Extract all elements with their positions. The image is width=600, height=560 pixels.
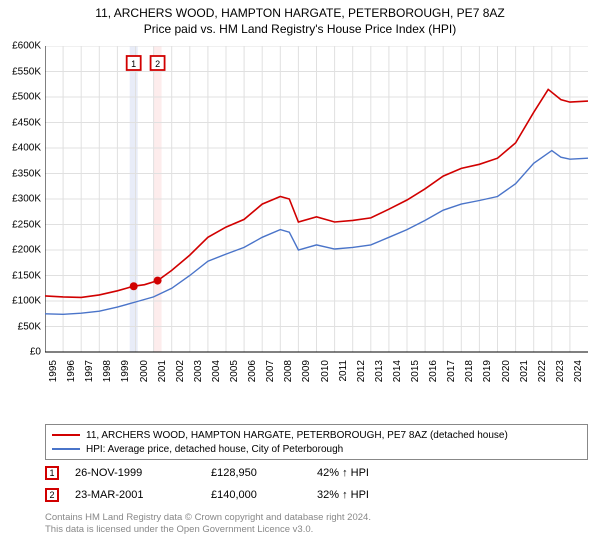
x-tick-label: 2018 — [464, 360, 475, 382]
sale-marker-2: 2 — [45, 488, 59, 502]
x-tick-label: 2002 — [175, 360, 186, 382]
x-tick-label: 2007 — [265, 360, 276, 382]
legend-row-hpi: HPI: Average price, detached house, City… — [52, 442, 581, 456]
y-tick-label: £500K — [12, 92, 41, 103]
legend-label-property: 11, ARCHERS WOOD, HAMPTON HARGATE, PETER… — [86, 430, 508, 441]
x-tick-label: 2003 — [193, 360, 204, 382]
y-tick-label: £400K — [12, 143, 41, 154]
title-sub: Price paid vs. HM Land Registry's House … — [0, 22, 600, 36]
sales-block: 1 26-NOV-1999 £128,950 42% ↑ HPI 2 23-MA… — [45, 462, 588, 506]
y-tick-label: £550K — [12, 66, 41, 77]
sale-hpi-2: 32% ↑ HPI — [317, 489, 437, 501]
sale-row-1: 1 26-NOV-1999 £128,950 42% ↑ HPI — [45, 462, 588, 484]
y-tick-label: £150K — [12, 270, 41, 281]
x-tick-label: 2006 — [247, 360, 258, 382]
x-tick-label: 1998 — [102, 360, 113, 382]
sale-price-2: £140,000 — [211, 489, 311, 501]
sale-date-1: 26-NOV-1999 — [75, 467, 205, 479]
y-tick-label: £450K — [12, 117, 41, 128]
x-tick-label: 2019 — [482, 360, 493, 382]
x-tick-label: 2020 — [501, 360, 512, 382]
copyright-line1: Contains HM Land Registry data © Crown c… — [45, 512, 588, 524]
y-tick-label: £100K — [12, 296, 41, 307]
title-block: 11, ARCHERS WOOD, HAMPTON HARGATE, PETER… — [0, 0, 600, 38]
x-tick-label: 2017 — [446, 360, 457, 382]
legend-swatch-hpi — [52, 448, 80, 450]
y-tick-label: £50K — [18, 321, 41, 332]
title-main: 11, ARCHERS WOOD, HAMPTON HARGATE, PETER… — [0, 6, 600, 20]
chart-area: 12 £0£50K£100K£150K£200K£250K£300K£350K£… — [45, 46, 588, 386]
x-tick-label: 2000 — [139, 360, 150, 382]
x-tick-label: 2016 — [428, 360, 439, 382]
copyright-block: Contains HM Land Registry data © Crown c… — [45, 512, 588, 537]
x-tick-label: 2009 — [301, 360, 312, 382]
x-tick-label: 1997 — [84, 360, 95, 382]
sale-num-1: 1 — [49, 468, 54, 478]
x-tick-label: 1999 — [120, 360, 131, 382]
x-tick-label: 2024 — [573, 360, 584, 382]
sale-marker-1: 1 — [45, 466, 59, 480]
x-tick-label: 2023 — [555, 360, 566, 382]
x-tick-label: 2005 — [229, 360, 240, 382]
sale-date-2: 23-MAR-2001 — [75, 489, 205, 501]
svg-text:1: 1 — [131, 59, 136, 69]
x-tick-label: 1995 — [48, 360, 59, 382]
x-tick-label: 2012 — [356, 360, 367, 382]
x-tick-label: 2021 — [519, 360, 530, 382]
copyright-line2: This data is licensed under the Open Gov… — [45, 524, 588, 536]
x-tick-label: 2022 — [537, 360, 548, 382]
x-tick-label: 2015 — [410, 360, 421, 382]
x-tick-label: 2008 — [283, 360, 294, 382]
y-tick-label: £250K — [12, 219, 41, 230]
svg-text:2: 2 — [155, 59, 160, 69]
x-tick-label: 2004 — [211, 360, 222, 382]
x-tick-label: 2001 — [157, 360, 168, 382]
x-tick-label: 2011 — [338, 360, 349, 382]
sale-hpi-1: 42% ↑ HPI — [317, 467, 437, 479]
x-tick-label: 1996 — [66, 360, 77, 382]
y-tick-label: £300K — [12, 194, 41, 205]
x-tick-label: 2014 — [392, 360, 403, 382]
legend-row-property: 11, ARCHERS WOOD, HAMPTON HARGATE, PETER… — [52, 428, 581, 442]
sale-row-2: 2 23-MAR-2001 £140,000 32% ↑ HPI — [45, 484, 588, 506]
y-tick-label: £0 — [30, 347, 41, 358]
chart-svg: 12 — [45, 46, 588, 386]
y-tick-label: £350K — [12, 168, 41, 179]
legend-box: 11, ARCHERS WOOD, HAMPTON HARGATE, PETER… — [45, 424, 588, 460]
x-tick-label: 2010 — [320, 360, 331, 382]
legend-swatch-property — [52, 434, 80, 436]
sale-price-1: £128,950 — [211, 467, 311, 479]
y-tick-label: £200K — [12, 245, 41, 256]
sale-num-2: 2 — [49, 490, 54, 500]
legend-label-hpi: HPI: Average price, detached house, City… — [86, 444, 343, 455]
x-tick-label: 2013 — [374, 360, 385, 382]
y-tick-label: £600K — [12, 41, 41, 52]
